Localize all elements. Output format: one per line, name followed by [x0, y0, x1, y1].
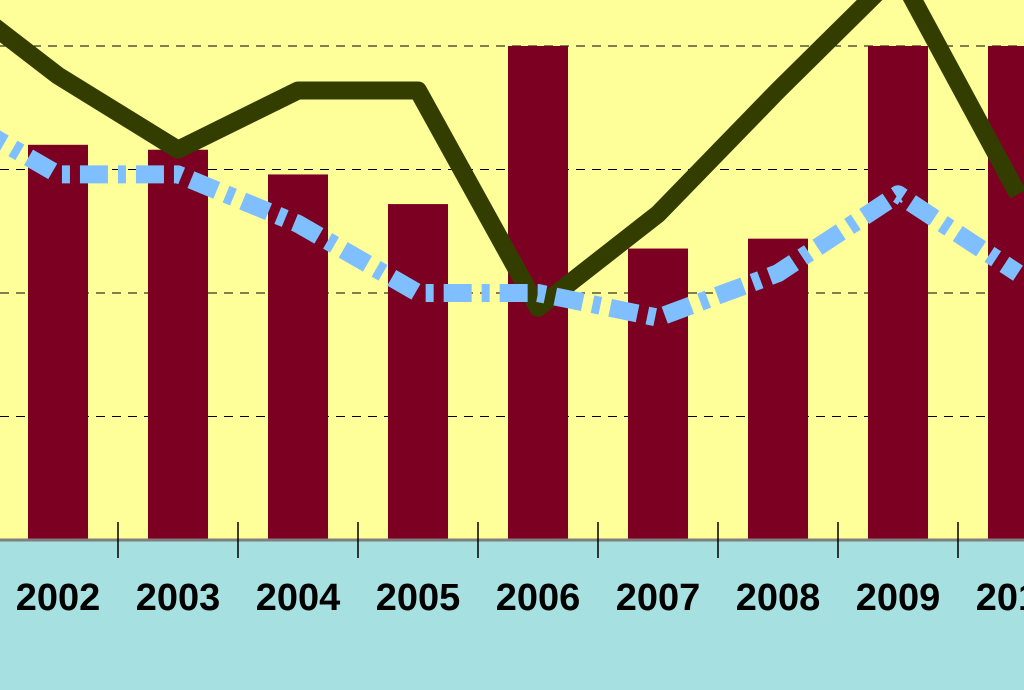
x-tick-label-2005: 2005: [376, 577, 461, 619]
x-axis-labels: 2002 2003 2004 2005 2006 2007 2008 2009 2010: [16, 577, 1024, 619]
bar-2003: [148, 149, 208, 541]
bar-2010: [988, 46, 1024, 540]
bar-2002: [28, 144, 88, 541]
x-tick-label-2010: 2010: [976, 577, 1024, 619]
bar-series: [28, 46, 1024, 541]
axis-band: [0, 540, 1024, 690]
x-axis-ticks: [117, 522, 959, 558]
bar-2005: [388, 204, 448, 540]
x-tick-label-2003: 2003: [136, 577, 221, 619]
x-tick-label-2007: 2007: [616, 577, 701, 619]
x-tick-label-2006: 2006: [496, 577, 581, 619]
x-tick-label-2004: 2004: [256, 577, 341, 619]
solid-line-series: [0, 0, 1024, 317]
x-tick-label-2009: 2009: [856, 577, 941, 619]
x-tick-label-2008: 2008: [736, 577, 821, 619]
bar-2007: [628, 248, 688, 541]
line-series: [0, 0, 1024, 327]
bar-2009: [868, 46, 928, 540]
x-tick-label-2002: 2002: [16, 577, 101, 619]
dashed-line-series: [0, 130, 1023, 327]
